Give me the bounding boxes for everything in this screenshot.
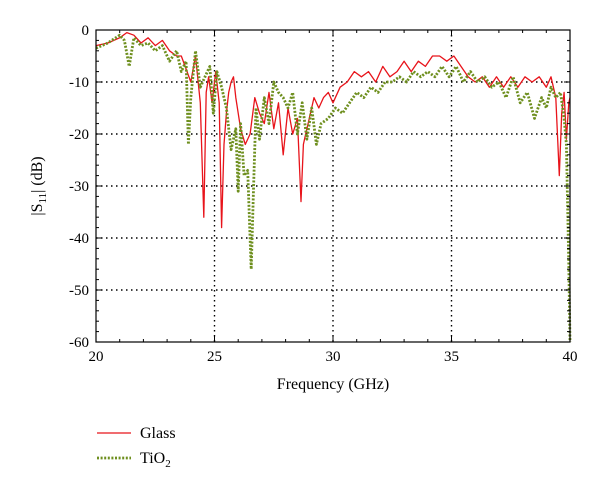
y-axis-title: |S11| (dB): [29, 156, 49, 215]
y-axis-title-subscript: 11: [37, 193, 49, 204]
legend: Glass TiO2: [97, 425, 176, 470]
y-tick-label: -60: [69, 335, 89, 351]
y-axis-title-main: |S: [29, 204, 46, 216]
legend-label-glass: Glass: [140, 425, 176, 442]
x-tick-label: 35: [444, 349, 459, 365]
x-tick-label: 20: [89, 349, 104, 365]
grid: [96, 30, 570, 342]
tick-labels: 20 25 30 35 40 0 -10 -20 -30 -40 -50 -60: [69, 23, 578, 365]
y-tick-label: -10: [69, 75, 89, 91]
x-tick-label: 30: [326, 349, 341, 365]
y-tick-label: -20: [69, 127, 89, 143]
series-layer: [95, 31, 572, 343]
y-axis-title-tail: | (dB): [29, 156, 46, 193]
y-tick-label: 0: [82, 23, 90, 39]
series-line-glass: [95, 31, 571, 229]
legend-label-tio2-subscript: 2: [165, 458, 171, 470]
y-tick-label: -30: [69, 179, 89, 195]
y-tick-label: -40: [69, 231, 89, 247]
legend-label-tio2-main: TiO: [140, 450, 165, 467]
series-line-tio2: [95, 33, 572, 343]
y-tick-label: -50: [69, 283, 89, 299]
legend-label-tio2: TiO2: [140, 450, 171, 470]
x-axis-title: Frequency (GHz): [277, 376, 389, 393]
x-tick-label: 25: [207, 349, 222, 365]
axis-ticks: [95, 29, 571, 343]
x-tick-label: 40: [563, 349, 578, 365]
